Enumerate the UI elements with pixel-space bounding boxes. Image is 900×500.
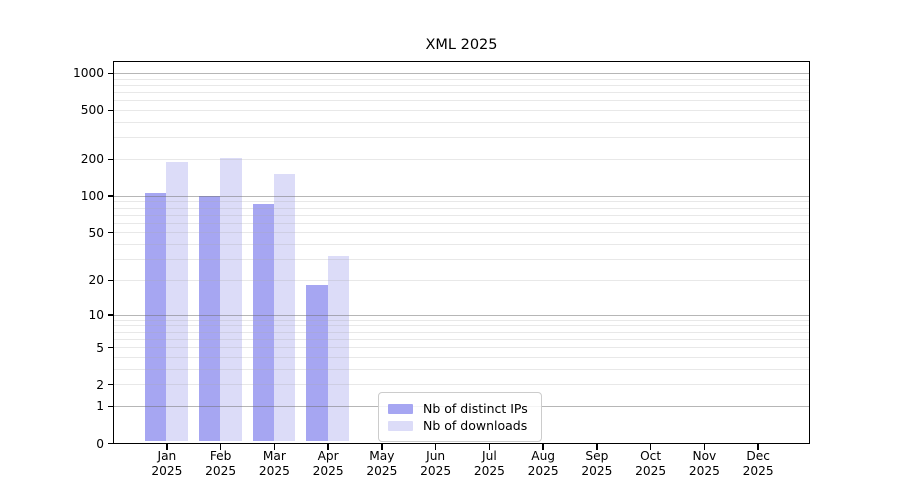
x-tick-mark-jun [434, 444, 437, 450]
y-tick-mark-100 [107, 195, 113, 197]
bar-apr-nb-of-downloads [327, 255, 350, 442]
y-tick-label-1000: 1000 [72, 66, 104, 81]
x-tick-year: 2025 [527, 463, 559, 478]
x-tick-year: 2025 [366, 463, 398, 478]
y-tick-label-0: 0 [96, 436, 104, 451]
legend-swatch-nb-of-downloads [388, 420, 413, 431]
bar-mar-nb-of-downloads [273, 174, 296, 442]
x-tick-year: 2025 [312, 463, 344, 478]
x-tick-year: 2025 [205, 463, 237, 478]
x-tick-year: 2025 [581, 463, 613, 478]
x-tick-label-dec: Dec 2025 [730, 449, 786, 479]
bar-feb-nb-of-downloads [220, 157, 242, 442]
y-tick-label-200: 200 [80, 152, 104, 167]
x-tick-year: 2025 [151, 463, 183, 478]
x-tick-mark-nov [703, 444, 706, 450]
bar-jan-nb-of-distinct-ips [145, 193, 167, 442]
x-tick-label-oct: Oct 2025 [623, 449, 679, 479]
x-tick-label-mar: Mar 2025 [246, 449, 302, 479]
legend-label: Nb of downloads [423, 418, 528, 433]
gridline-300 [114, 137, 809, 139]
y-tick-mark-20 [107, 279, 113, 282]
legend-row-nb-of-downloads: Nb of downloads [388, 418, 532, 433]
y-tick-mark-200 [107, 158, 113, 161]
x-tick-label-apr: Apr 2025 [300, 449, 356, 479]
x-tick-year: 2025 [420, 463, 452, 478]
x-tick-month: Jul [482, 448, 497, 463]
x-tick-month: Jan [157, 448, 177, 463]
x-tick-mark-mar [273, 444, 276, 450]
x-tick-month: Dec [746, 448, 770, 463]
y-tick-mark-500 [107, 109, 113, 112]
gridline-400 [114, 121, 809, 123]
x-tick-month: May [369, 448, 395, 463]
y-tick-mark-50 [107, 232, 113, 234]
gridline-800 [114, 84, 809, 86]
x-tick-mark-jan [166, 444, 168, 450]
x-tick-mark-oct [649, 444, 652, 450]
x-tick-year: 2025 [258, 463, 290, 478]
gridline-700 [114, 91, 809, 93]
x-tick-label-aug: Aug 2025 [515, 449, 571, 479]
x-tick-label-jun: Jun 2025 [408, 449, 464, 479]
x-tick-month: Sep [585, 448, 609, 463]
bar-apr-nb-of-distinct-ips [306, 285, 328, 442]
x-tick-year: 2025 [742, 463, 774, 478]
plot-area [113, 61, 810, 444]
bar-mar-nb-of-distinct-ips [252, 204, 274, 442]
y-tick-label-500: 500 [80, 103, 104, 118]
y-tick-mark-0 [107, 442, 113, 445]
x-tick-label-may: May 2025 [354, 449, 410, 479]
legend-label: Nb of distinct IPs [423, 401, 528, 416]
x-tick-label-jul: Jul 2025 [461, 449, 517, 479]
legend-row-nb-of-distinct-ips: Nb of distinct IPs [388, 401, 532, 416]
x-tick-mark-dec [757, 444, 759, 450]
x-tick-label-feb: Feb 2025 [193, 449, 249, 479]
x-tick-month: Oct [640, 448, 662, 463]
gridline-600 [114, 100, 809, 102]
x-tick-year: 2025 [473, 463, 505, 478]
gridline-900 [114, 78, 809, 80]
y-tick-label-20: 20 [88, 273, 104, 288]
x-tick-month: Aug [531, 448, 556, 463]
legend: Nb of distinct IPs Nb of downloads [378, 392, 542, 442]
y-tick-mark-5 [107, 346, 113, 349]
x-tick-year: 2025 [688, 463, 720, 478]
gridline-500 [114, 109, 809, 111]
x-tick-month: Jun [426, 448, 446, 463]
y-tick-label-1: 1 [96, 399, 104, 414]
x-tick-mark-aug [542, 444, 544, 450]
x-tick-month: Mar [262, 448, 286, 463]
y-tick-label-2: 2 [96, 377, 104, 392]
chart-title: XML 2025 [425, 37, 498, 53]
y-tick-label-50: 50 [88, 225, 104, 240]
y-tick-label-10: 10 [88, 308, 104, 323]
y-tick-mark-2 [107, 383, 113, 386]
y-tick-label-100: 100 [80, 189, 104, 204]
x-tick-mark-sep [596, 444, 598, 450]
legend-swatch-nb-of-distinct-ips [388, 403, 413, 414]
x-tick-year: 2025 [635, 463, 667, 478]
y-tick-label-5: 5 [96, 340, 104, 355]
bar-feb-nb-of-distinct-ips [198, 195, 221, 442]
bar-jan-nb-of-downloads [166, 161, 188, 442]
gridline-200 [114, 158, 809, 160]
y-tick-mark-1 [107, 405, 113, 407]
y-tick-mark-10 [107, 314, 113, 316]
x-tick-month: Nov [692, 448, 717, 463]
x-tick-mark-feb [219, 444, 222, 450]
x-tick-mark-jul [488, 444, 491, 450]
x-tick-mark-may [381, 444, 383, 450]
x-tick-mark-apr [327, 444, 329, 450]
x-tick-label-sep: Sep 2025 [569, 449, 625, 479]
x-tick-label-jan: Jan 2025 [139, 449, 195, 479]
x-tick-month: Feb [209, 448, 232, 463]
x-tick-month: Apr [317, 448, 339, 463]
gridline-1000 [114, 72, 809, 74]
y-tick-mark-1000 [107, 72, 113, 74]
x-tick-label-nov: Nov 2025 [676, 449, 732, 479]
